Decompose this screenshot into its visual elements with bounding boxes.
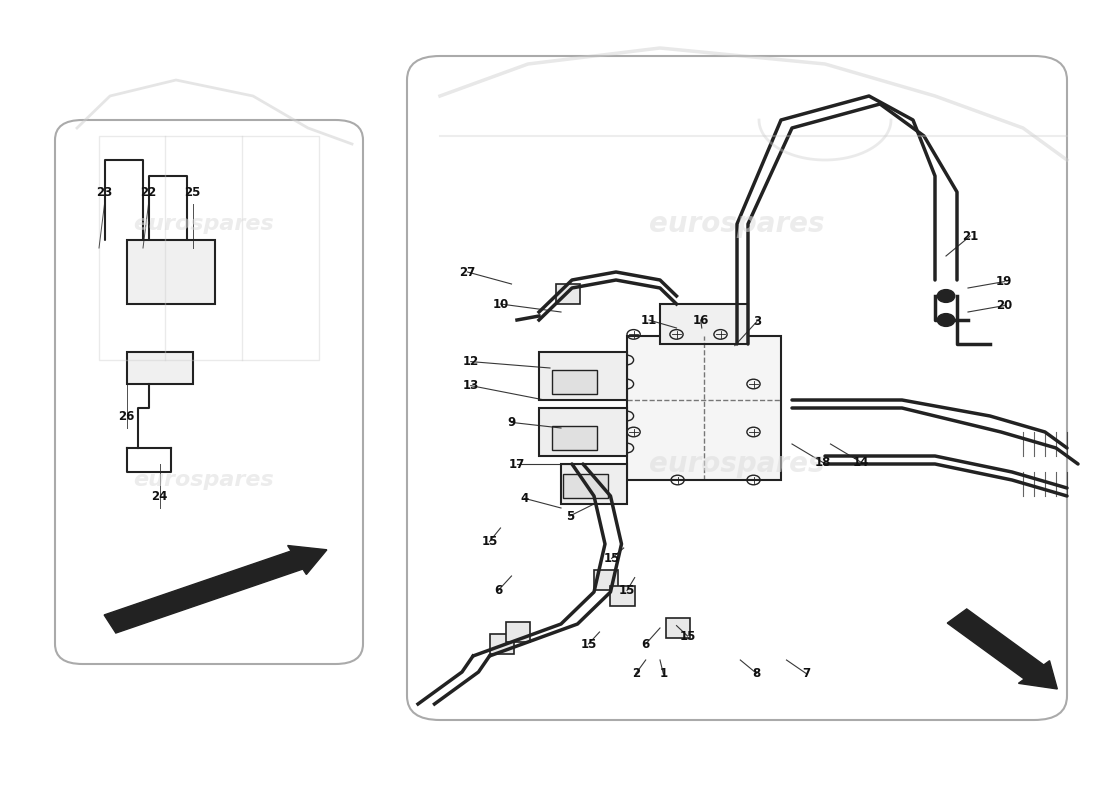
Text: 15: 15 <box>581 638 596 650</box>
FancyBboxPatch shape <box>563 474 608 498</box>
Text: 16: 16 <box>693 314 708 326</box>
Text: 15: 15 <box>680 630 695 642</box>
Text: eurospares: eurospares <box>133 470 274 490</box>
Text: 27: 27 <box>460 266 475 278</box>
FancyBboxPatch shape <box>552 370 597 394</box>
Text: 26: 26 <box>119 410 134 422</box>
Bar <box>561 464 627 504</box>
Text: 18: 18 <box>815 456 830 469</box>
Text: 12: 12 <box>463 355 478 368</box>
Text: 2: 2 <box>631 667 640 680</box>
Circle shape <box>937 314 955 326</box>
Bar <box>126 352 192 384</box>
Text: 14: 14 <box>854 456 869 469</box>
Text: 4: 4 <box>520 492 529 505</box>
Text: 25: 25 <box>185 186 200 198</box>
Text: 10: 10 <box>493 298 508 310</box>
Text: 22: 22 <box>141 186 156 198</box>
Text: 7: 7 <box>802 667 811 680</box>
Bar <box>594 570 618 590</box>
FancyArrow shape <box>104 546 327 633</box>
Text: 6: 6 <box>641 638 650 650</box>
Text: 9: 9 <box>507 416 516 429</box>
FancyArrow shape <box>947 609 1057 689</box>
Bar <box>666 618 690 638</box>
Bar <box>490 634 514 654</box>
FancyBboxPatch shape <box>552 426 597 450</box>
Text: 8: 8 <box>752 667 761 680</box>
Text: 15: 15 <box>604 552 619 565</box>
Text: 20: 20 <box>997 299 1012 312</box>
Text: 17: 17 <box>509 458 525 470</box>
Bar <box>539 352 627 400</box>
Bar <box>660 304 748 344</box>
Text: 15: 15 <box>619 584 635 597</box>
Bar <box>610 586 635 606</box>
Text: 23: 23 <box>97 186 112 198</box>
Text: 6: 6 <box>494 584 503 597</box>
Text: eurospares: eurospares <box>649 450 825 478</box>
Text: 11: 11 <box>641 314 657 326</box>
FancyBboxPatch shape <box>627 336 781 480</box>
Text: 15: 15 <box>482 535 497 548</box>
FancyBboxPatch shape <box>126 240 214 304</box>
Text: 21: 21 <box>962 230 978 242</box>
Text: 3: 3 <box>752 315 761 328</box>
Text: 19: 19 <box>997 275 1012 288</box>
Bar <box>539 408 627 456</box>
Bar <box>556 284 580 304</box>
Text: 5: 5 <box>565 510 574 522</box>
Text: 1: 1 <box>659 667 668 680</box>
Text: eurospares: eurospares <box>649 210 825 238</box>
Text: 24: 24 <box>152 490 167 502</box>
Text: 13: 13 <box>463 379 478 392</box>
Circle shape <box>937 290 955 302</box>
Text: eurospares: eurospares <box>133 214 274 234</box>
Bar <box>506 622 530 642</box>
